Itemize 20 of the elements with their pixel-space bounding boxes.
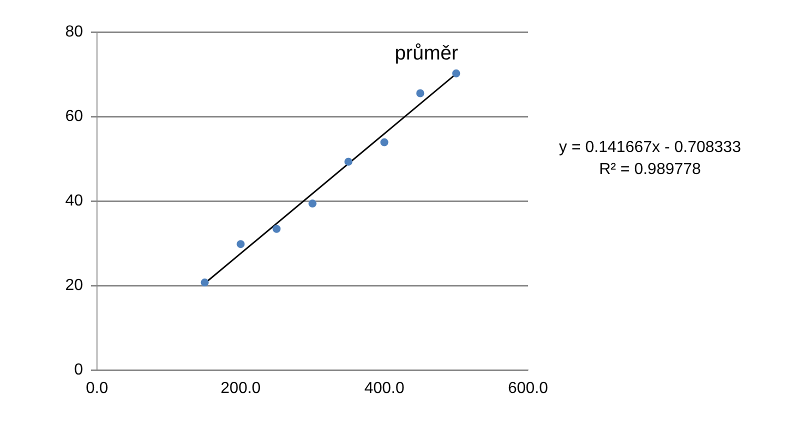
y-tick-label: 20 [65, 276, 84, 294]
x-tick-label: 400.0 [364, 380, 404, 398]
y-tick-label: 0 [74, 361, 84, 378]
point [272, 224, 281, 233]
text: R² = 0.989778 [599, 161, 702, 178]
x-tick-label: 0.0 [86, 380, 108, 398]
point [452, 69, 460, 78]
point [344, 158, 352, 166]
point [200, 278, 209, 287]
point [308, 200, 316, 208]
y-tick-label: 60 [65, 108, 84, 125]
text: y = 0.141667x - 0.708333 [559, 139, 742, 156]
y-tick-label: 80 [65, 23, 84, 40]
y-tick-label: 40 [65, 192, 84, 210]
series-label: průměr [394, 42, 458, 64]
point [236, 240, 245, 248]
x-tick-label: 200.0 [220, 380, 261, 398]
point [416, 89, 424, 98]
point [380, 138, 388, 146]
x-tick-label: 600.0 [508, 380, 548, 398]
